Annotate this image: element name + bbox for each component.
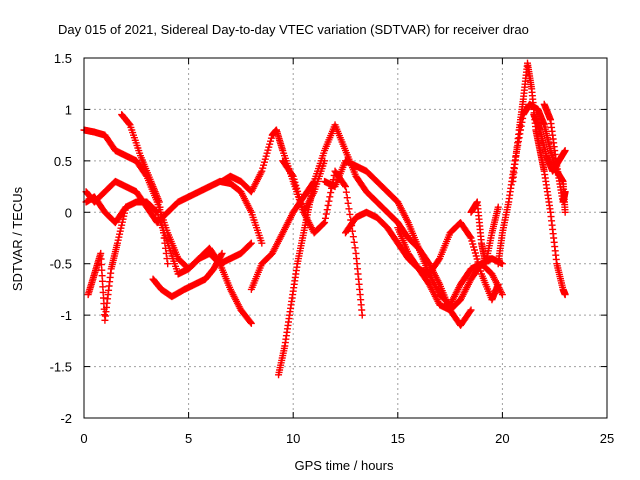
y-axis-label: SDTVAR / TECUs — [10, 186, 25, 291]
series-arc-16 — [509, 59, 569, 299]
series-arc-8 — [247, 121, 475, 329]
data-point — [247, 319, 255, 327]
y-tick-label: -2 — [60, 411, 72, 426]
data-point — [349, 233, 357, 241]
x-axis-label: GPS time / hours — [295, 458, 394, 473]
data-point — [246, 318, 254, 326]
x-tick-label: 5 — [185, 431, 192, 446]
series-arc-18 — [540, 100, 569, 206]
data-point — [345, 205, 353, 213]
data-point — [324, 201, 332, 209]
data-point — [322, 210, 330, 218]
x-tick-label: 0 — [80, 431, 87, 446]
grid-lines — [84, 58, 607, 418]
series-arc-4 — [84, 203, 130, 324]
data-point — [344, 199, 352, 207]
data-point — [320, 219, 328, 227]
data-point — [561, 291, 569, 299]
data-point — [323, 206, 331, 214]
data-point — [466, 233, 474, 241]
data-point — [561, 188, 569, 196]
x-tick-label: 15 — [391, 431, 405, 446]
data-point — [321, 214, 329, 222]
series-arc-17 — [530, 111, 569, 175]
data-point — [258, 239, 266, 247]
series-arc-6 — [149, 249, 226, 301]
data-point — [350, 238, 358, 246]
data-point — [561, 147, 569, 155]
data-point — [466, 307, 474, 315]
data-point — [467, 306, 475, 314]
series-arc-13 — [394, 219, 502, 304]
x-tick-label: 10 — [286, 431, 300, 446]
x-tick-label: 25 — [600, 431, 614, 446]
y-tick-label: 0 — [65, 205, 72, 220]
x-tick-label: 20 — [495, 431, 509, 446]
data-point — [321, 219, 329, 227]
y-tick-label: -1.5 — [50, 360, 72, 375]
data-point — [561, 208, 569, 216]
data-point — [327, 189, 335, 197]
data-point — [343, 194, 351, 202]
chart-title: Day 015 of 2021, Sidereal Day-to-day VTE… — [58, 22, 529, 37]
data-point — [358, 311, 366, 319]
data-point — [341, 181, 349, 189]
data-point — [325, 197, 333, 205]
data-point — [494, 280, 502, 288]
data-point — [498, 291, 506, 299]
data-point — [342, 183, 349, 191]
data-point — [494, 203, 502, 211]
data-point — [342, 188, 350, 196]
y-tick-label: -1 — [60, 308, 72, 323]
y-tick-label: 1 — [65, 102, 72, 117]
data-points — [80, 59, 569, 379]
y-tick-label: 0.5 — [54, 154, 72, 169]
series-arc-14 — [467, 198, 502, 268]
axes: 0 5 10 15 20 25 -2 -1.5 -1 -0.5 0 0.5 1 1.5 — [50, 51, 615, 446]
data-point — [247, 239, 255, 247]
data-point — [164, 260, 172, 268]
y-tick-label: 1.5 — [54, 51, 72, 66]
data-point — [348, 227, 356, 235]
data-point — [326, 193, 334, 201]
data-point — [122, 203, 130, 211]
data-point — [288, 171, 296, 179]
data-point — [218, 249, 226, 257]
y-tick-label: -0.5 — [50, 257, 72, 272]
series-arc-5 — [118, 111, 172, 268]
data-point — [351, 244, 359, 252]
series-arc-10 — [279, 157, 366, 319]
data-point — [346, 210, 354, 218]
plot-frame — [83, 57, 608, 419]
data-point — [246, 240, 254, 248]
data-point — [310, 177, 318, 185]
